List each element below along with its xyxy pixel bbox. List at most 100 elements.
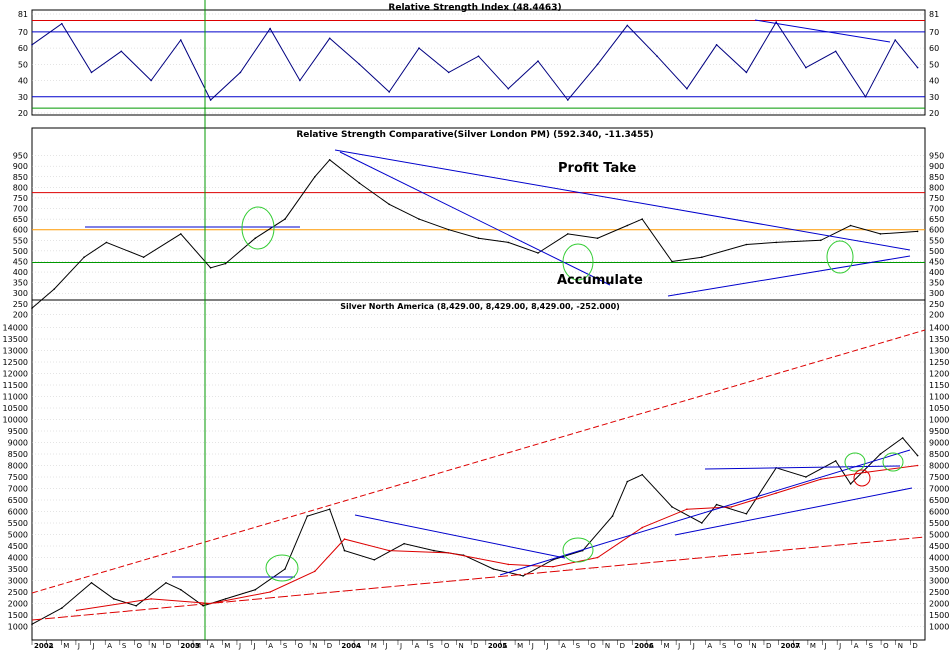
- rsi-trendline: [754, 19, 891, 43]
- price-ytick-right-19: 10500: [929, 404, 950, 413]
- price-ytick-left-18: 10000: [3, 416, 28, 425]
- rsi-ytick-right-1: 30: [929, 93, 939, 102]
- x-tick-label-43: M: [663, 642, 669, 650]
- rsi-ytick-left-5: 70: [18, 28, 28, 37]
- price-series-1-point-11: [641, 526, 643, 529]
- rsc-series-0-point-27: [820, 239, 822, 242]
- rsc-circle-3: [826, 240, 854, 274]
- rsi-series-0-point-0: [31, 44, 33, 46]
- rsi-series-0-point-24: [745, 71, 748, 74]
- price-ytick-left-11: 6500: [8, 496, 28, 505]
- x-tick-label-17: S: [283, 642, 288, 650]
- price-series-1-point-12: [686, 508, 688, 511]
- price-title: Silver North America (8,429.00, 8,429.00…: [340, 302, 620, 311]
- price-series-1-point-3: [269, 591, 271, 593]
- price-series-1-point-8: [507, 563, 510, 566]
- x-tick-label-51: 2007: [781, 642, 801, 650]
- rsc-ytick-left-15: 950: [13, 152, 28, 161]
- price-series-1-point-9: [552, 565, 554, 568]
- price-blue-resistance-2: [704, 465, 901, 470]
- price-ytick-left-19: 10500: [3, 404, 28, 413]
- price-ytick-right-6: 4000: [929, 554, 949, 563]
- x-tick-label-7: O: [136, 642, 142, 650]
- x-tick-label-37: S: [576, 642, 581, 650]
- panel-frames: [31, 9, 926, 641]
- x-tick-label-48: O: [737, 642, 743, 650]
- rsi-series-0-point-23: [715, 44, 718, 46]
- rsc-series-0-point-4: [142, 256, 145, 259]
- price-ytick-right-16: 9000: [929, 439, 949, 448]
- rsc-panel-frame: [31, 127, 926, 329]
- price-series-1-point-15: [820, 478, 822, 481]
- x-tick-label-26: A: [415, 642, 420, 650]
- x-tick-label-27: S: [429, 642, 434, 650]
- x-tick-label-9: D: [166, 642, 171, 650]
- rsi-series-0-point-16: [507, 87, 510, 90]
- price-series-1-point-0: [75, 609, 78, 612]
- price-circle-4: [882, 452, 904, 472]
- profit-take-label: Profit Take: [558, 161, 637, 176]
- rsi-y-axis: 20 20 30 30 40 40 50 50 60 60 70 70 81 81: [18, 10, 939, 118]
- x-tick-label-31: 2005: [488, 642, 508, 650]
- price-series-0-point-7: [202, 605, 204, 607]
- rsc-series-0-point-6: [209, 267, 212, 269]
- rsc-ytick-left-14: 900: [13, 162, 28, 171]
- x-tick-label-23: M: [371, 642, 377, 650]
- rsc-ytick-left-12: 800: [13, 183, 28, 192]
- price-series-0-point-3: [113, 598, 115, 600]
- price-ytick-left-9: 5500: [8, 519, 28, 528]
- x-tick-label-10: 2003: [180, 642, 200, 650]
- rsc-ytick-right-0: 200: [929, 310, 944, 319]
- rsc-trendline-upper: [334, 149, 911, 251]
- price-series-0-point-26: [701, 522, 703, 524]
- rsc-series: [31, 159, 919, 309]
- x-tick-label-11: M: [195, 642, 201, 650]
- price-series-1-point-13: [730, 506, 733, 508]
- rsc-ytick-left-0: 200: [13, 310, 28, 319]
- price-ytick-right-14: 8000: [929, 462, 949, 471]
- price-ytick-left-20: 11000: [3, 393, 28, 402]
- rsc-series-0-point-19: [567, 233, 569, 235]
- rsc-ytick-right-15: 950: [929, 152, 944, 161]
- rsi-series-0-point-3: [120, 50, 123, 53]
- rsc-ytick-left-5: 450: [13, 257, 28, 266]
- price-circle-1: [265, 554, 299, 582]
- rsc-support-line: [667, 255, 911, 297]
- price-series-0-point-9: [254, 588, 257, 591]
- price-series-0-point-34: [901, 437, 904, 439]
- rsc-grid: [32, 155, 925, 315]
- rsc-ytick-left-13: 850: [13, 173, 28, 182]
- rsi-series-0-point-27: [834, 50, 837, 53]
- price-series-0-point-8: [224, 598, 227, 600]
- x-tick-label-16: A: [268, 642, 273, 650]
- x-tick-label-19: N: [312, 642, 317, 650]
- rsc-ytick-left-4: 400: [13, 268, 28, 277]
- rsc-ytick-right-3: 350: [929, 279, 944, 288]
- price-ytick-right-18: 10000: [929, 416, 950, 425]
- rsi-series-0-point-10: [328, 37, 331, 40]
- price-series-1-point-6: [388, 549, 391, 552]
- price-series-1-point-7: [447, 552, 450, 554]
- rsi-series: [31, 21, 919, 101]
- rsi-series-0-point-9: [299, 79, 301, 82]
- rsc-series-0-point-14: [418, 218, 420, 220]
- price-ytick-left-15: 8500: [8, 450, 28, 459]
- x-tick-label-49: N: [751, 642, 756, 650]
- price-ytick-left-21: 11500: [3, 381, 28, 390]
- x-tick-label-55: J: [838, 642, 841, 650]
- rsc-ytick-right-8: 600: [929, 226, 944, 235]
- x-tick-label-33: M: [517, 642, 523, 650]
- price-series-0-point-12: [328, 508, 331, 511]
- rsi-ytick-left-2: 40: [18, 77, 28, 86]
- rsc-series-0-point-15: [447, 228, 450, 231]
- titles: Relative Strength Index (48.4463) Relati…: [296, 3, 653, 311]
- rsi-ytick-right-5: 70: [929, 28, 939, 37]
- price-ytick-right-24: 13000: [929, 347, 950, 356]
- x-tick-label-8: N: [151, 642, 156, 650]
- x-tick-label-24: J: [384, 642, 387, 650]
- rsi-series-0-point-12: [388, 91, 391, 93]
- rsc-series-0-point-11: [328, 159, 331, 161]
- rsc-ytick-right-7: 550: [929, 236, 944, 245]
- x-tick-label-18: O: [298, 642, 304, 650]
